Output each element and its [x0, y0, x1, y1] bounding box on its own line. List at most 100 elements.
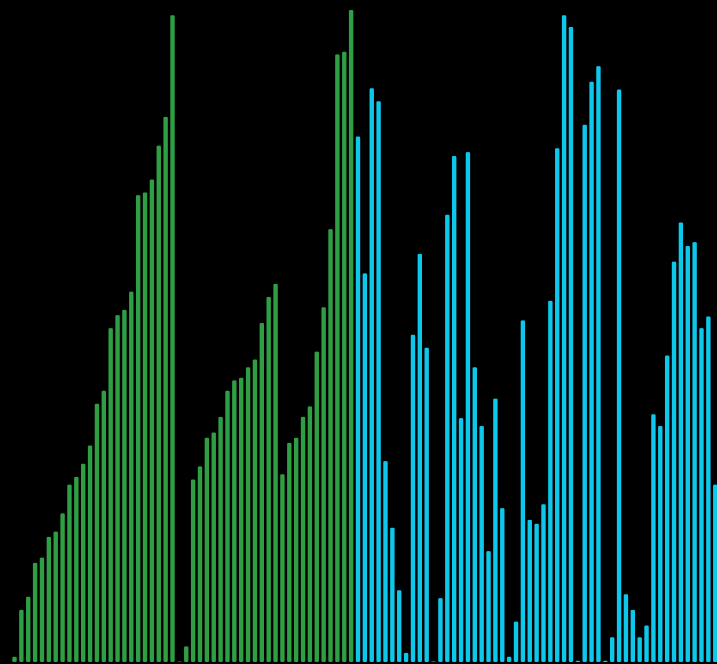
series-a-bar-47 [335, 54, 340, 662]
series-a-bar-1 [19, 609, 24, 662]
series-b-bar-22 [506, 656, 512, 662]
series-b-bar-52 [713, 484, 717, 662]
series-b-bar-7 [403, 652, 409, 662]
series-b-bar-16 [465, 152, 471, 662]
series-b-bar-23 [513, 621, 519, 662]
series-b-bar-44 [658, 425, 663, 662]
series-b-bar-46 [671, 261, 677, 662]
series-b-bar-43 [651, 414, 656, 662]
series-b-bar-38 [616, 89, 622, 663]
series-b-bar-5 [390, 527, 395, 662]
series-a-bar-17 [129, 291, 134, 662]
series-a-bar-6 [53, 531, 58, 662]
series-a-bar-19 [142, 192, 148, 662]
series-a-bar-45 [321, 307, 326, 662]
series-b-bar-36 [603, 660, 608, 662]
series-a-bar-29 [211, 432, 216, 662]
series-b-bar-18 [479, 425, 484, 662]
series-a-bar-27 [197, 466, 203, 662]
series-b-bar-28 [548, 300, 553, 662]
series-b-bar-6 [397, 590, 402, 662]
series-a-bar-23 [170, 15, 175, 663]
series-b-bar-19 [486, 551, 491, 662]
series-a-bar-34 [245, 367, 251, 662]
series-b-bar-4 [383, 461, 388, 662]
series-b-bar-37 [609, 637, 615, 662]
series-a-bar-30 [218, 416, 223, 662]
series-b-bar-29 [555, 148, 560, 663]
series-b-bar-11 [431, 661, 436, 662]
series-a-bar-40 [287, 442, 292, 662]
series-a-bar-0 [12, 656, 17, 662]
series-a-bar-42 [300, 416, 306, 662]
series-a-bar-15 [115, 315, 120, 662]
series-a-bar-24 [177, 661, 182, 662]
series-b-bar-49 [692, 242, 697, 663]
series-a-bar-49 [348, 10, 354, 662]
series-b-bar-33 [582, 124, 587, 662]
series-b-bar-10 [424, 347, 429, 662]
series-a-bars [12, 10, 354, 663]
series-b-bar-27 [541, 504, 546, 662]
series-a-bar-7 [60, 513, 65, 662]
series-b-bars [355, 15, 717, 663]
series-a-bar-11 [87, 445, 93, 662]
series-a-bar-4 [39, 557, 45, 662]
series-b-bar-21 [500, 508, 505, 662]
series-b-bar-3 [376, 101, 381, 662]
series-b-bar-13 [445, 214, 450, 663]
series-a-bar-35 [252, 359, 258, 662]
series-a-bar-46 [328, 229, 333, 662]
series-b-bar-20 [493, 398, 498, 662]
series-b-bar-34 [589, 81, 594, 663]
series-b-bar-14 [451, 156, 457, 663]
series-a-bar-18 [135, 195, 141, 663]
series-a-bar-25 [184, 646, 189, 662]
series-a-bar-43 [307, 406, 313, 662]
series-a-bar-9 [74, 476, 79, 662]
series-a-bar-26 [190, 479, 196, 662]
series-a-bar-36 [259, 322, 265, 662]
series-b-bar-12 [438, 598, 443, 662]
series-a-bar-16 [122, 309, 127, 662]
series-a-bar-32 [232, 380, 237, 662]
series-b-bar-30 [561, 15, 567, 663]
series-b-bar-42 [644, 625, 649, 662]
series-a-bar-22 [163, 116, 168, 663]
series-a-bar-33 [239, 377, 244, 662]
series-a-bar-37 [266, 296, 271, 662]
series-b-bar-15 [458, 418, 464, 662]
series-a-bar-31 [225, 390, 230, 662]
series-a-bar-8 [67, 484, 72, 662]
series-a-bar-14 [108, 328, 113, 662]
series-b-bar-47 [678, 222, 684, 663]
series-a-bar-48 [342, 51, 347, 663]
series-b-bar-8 [410, 334, 416, 662]
series-b-bar-0 [355, 136, 361, 663]
series-a-bar-39 [280, 474, 285, 662]
series-b-bar-9 [417, 253, 423, 662]
series-b-bar-24 [520, 320, 526, 662]
series-b-bar-45 [664, 355, 670, 662]
series-b-bar-25 [527, 519, 532, 662]
series-a-bar-3 [32, 562, 38, 662]
series-a-bar-41 [293, 437, 299, 662]
series-b-bar-48 [685, 246, 690, 662]
series-b-bar-51 [706, 316, 711, 662]
series-b-bar-39 [623, 594, 629, 662]
series-b-bar-31 [568, 26, 574, 662]
series-b-bar-26 [534, 523, 539, 662]
series-a-bar-44 [314, 351, 319, 662]
series-b-bar-1 [362, 273, 368, 662]
series-a-bar-10 [81, 463, 86, 662]
series-b-bar-40 [630, 609, 635, 662]
series-b-bar-32 [575, 660, 581, 662]
series-b-bar-2 [369, 88, 374, 663]
series-b-bar-41 [637, 637, 642, 662]
series-a-bar-2 [26, 596, 31, 662]
series-b-bar-50 [699, 328, 704, 662]
series-b-bar-35 [596, 66, 601, 662]
series-a-bar-5 [46, 536, 52, 662]
